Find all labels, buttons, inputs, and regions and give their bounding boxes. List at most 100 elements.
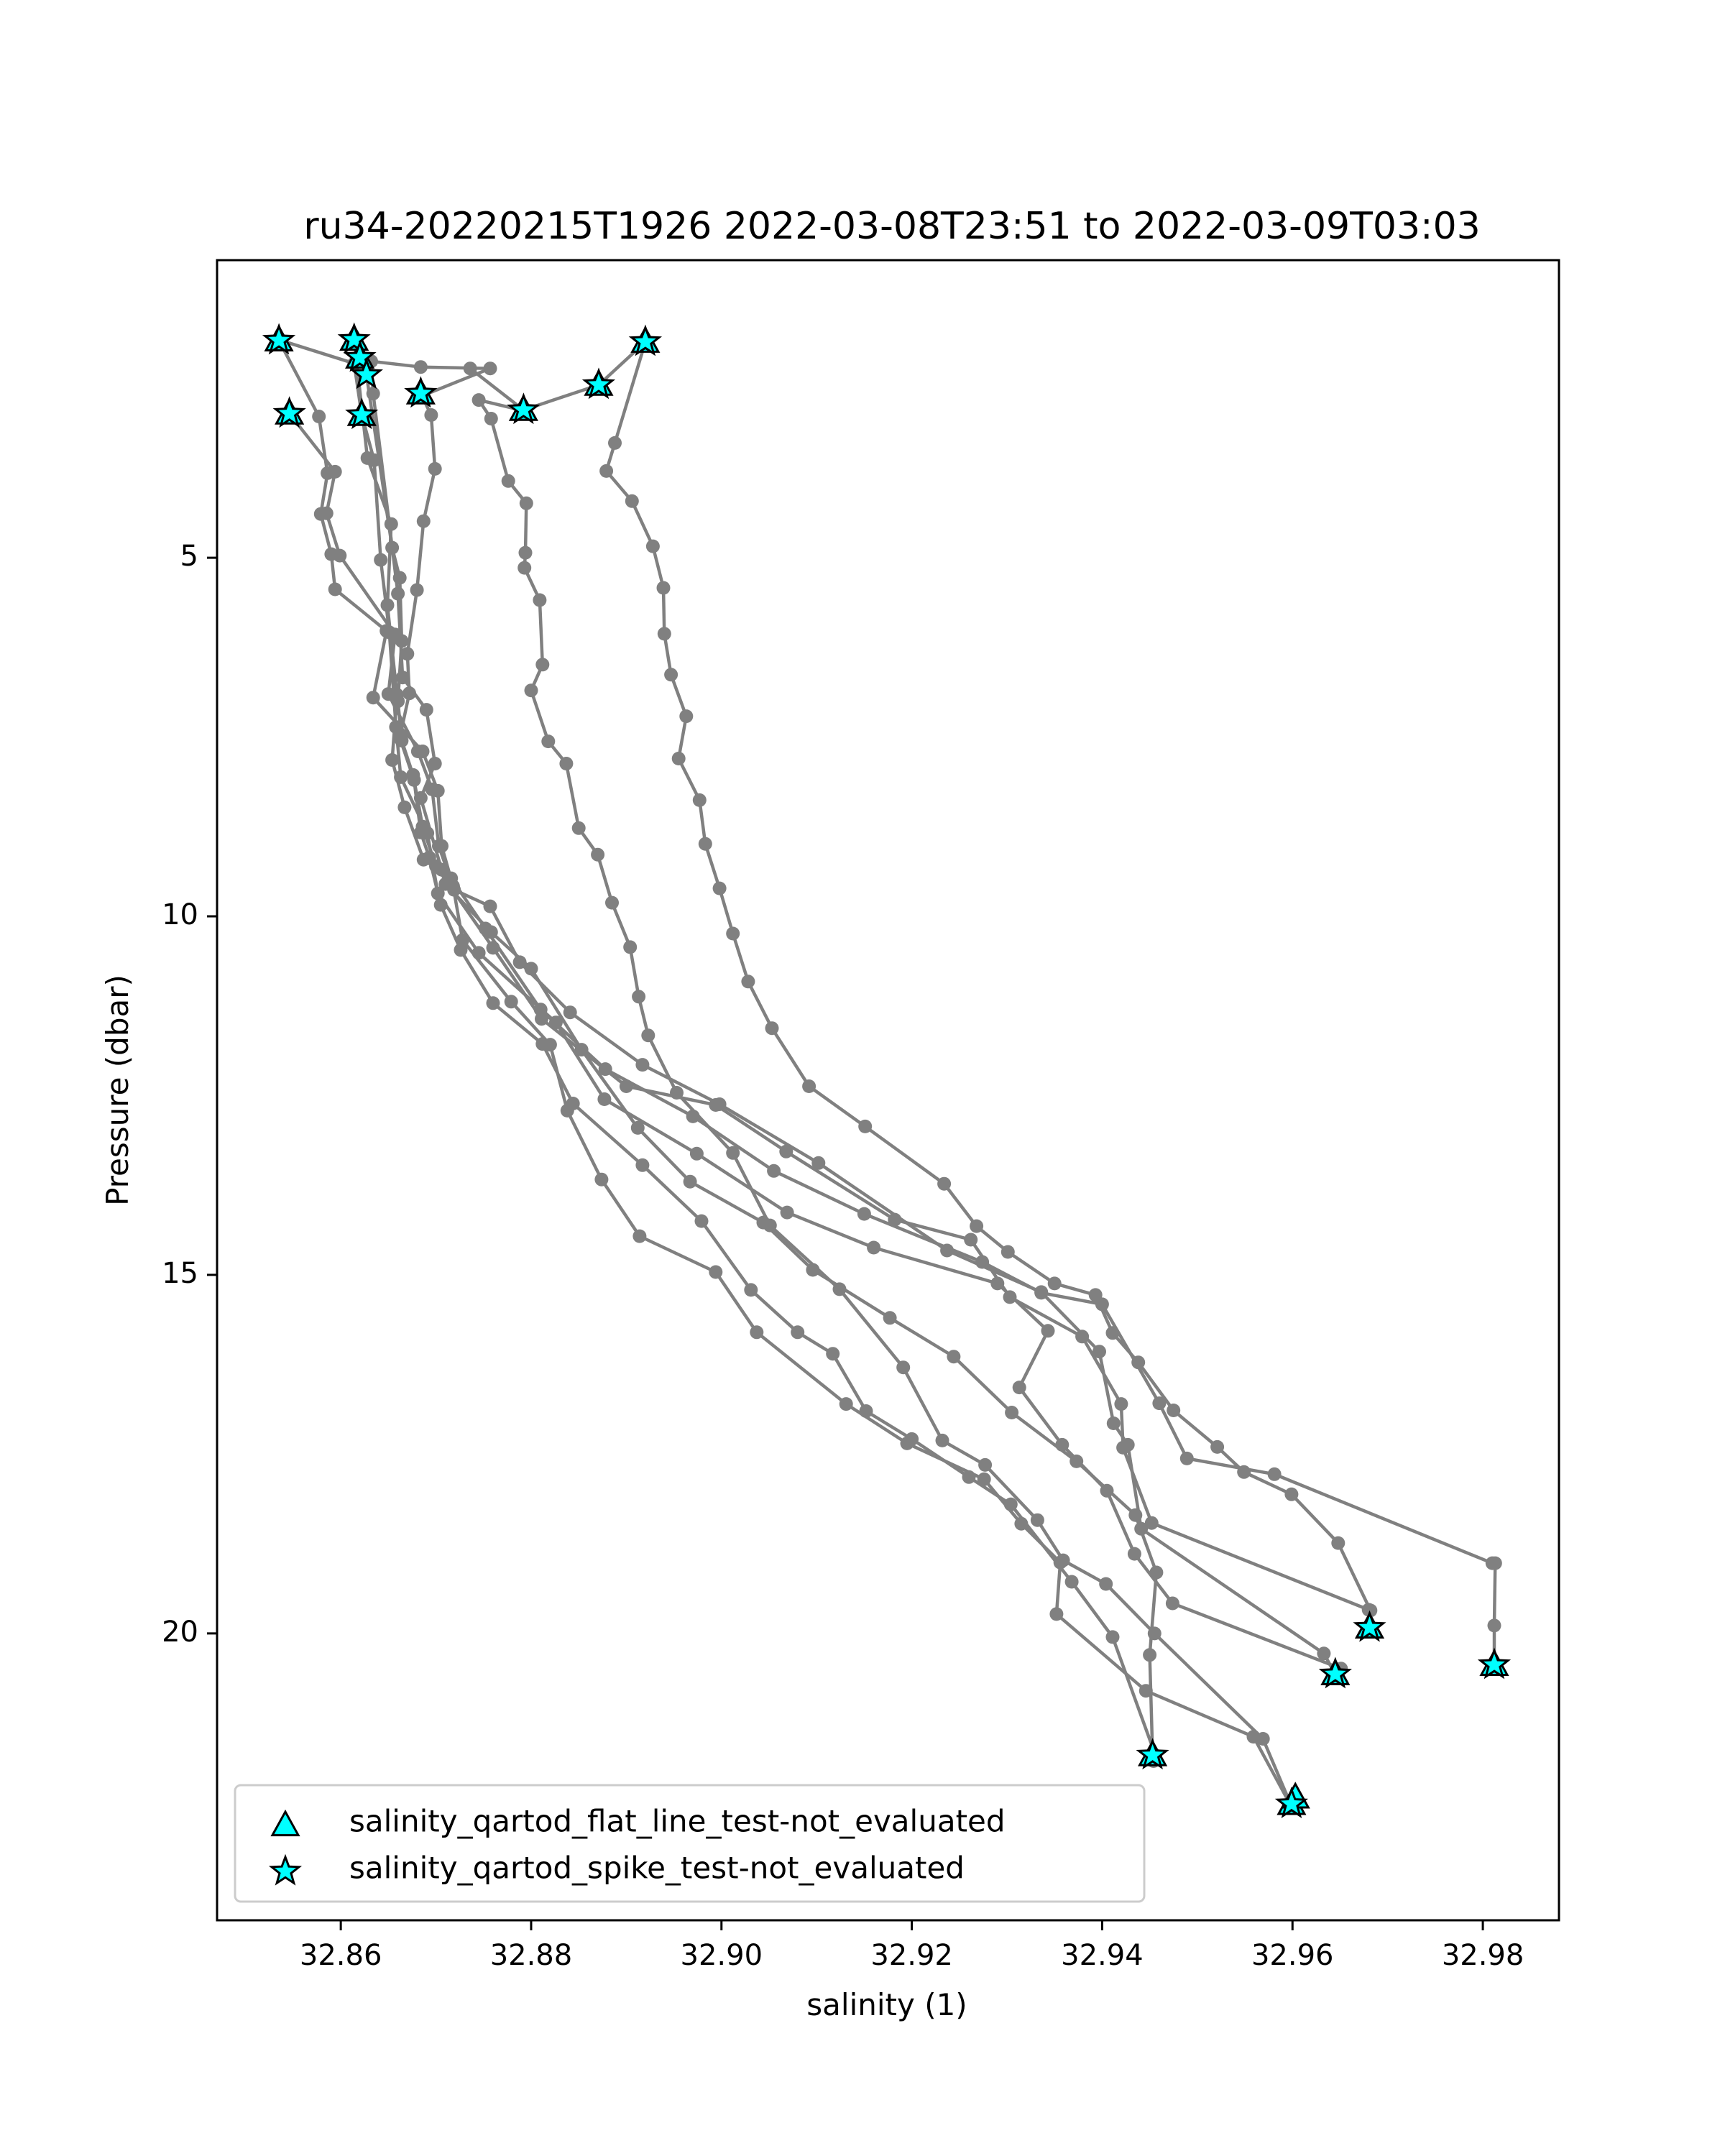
data-point	[692, 793, 707, 807]
star-flag-marker	[345, 397, 379, 430]
data-point	[698, 837, 712, 851]
data-point	[366, 691, 380, 705]
data-point	[630, 1120, 645, 1135]
data-point	[312, 410, 326, 423]
data-point	[484, 412, 498, 425]
x-tick-label: 32.96	[1251, 1939, 1334, 1972]
data-point	[454, 943, 468, 957]
data-point	[1099, 1577, 1113, 1591]
star-flag-marker	[1318, 1657, 1352, 1689]
data-point	[391, 694, 405, 709]
data-point	[402, 686, 416, 701]
star-flag-marker	[272, 396, 306, 428]
data-point	[518, 545, 533, 560]
data-point	[512, 955, 527, 969]
data-point	[1000, 1245, 1015, 1259]
data-point	[867, 1240, 881, 1255]
data-point	[1034, 1286, 1049, 1300]
data-point	[883, 1311, 897, 1325]
data-point	[990, 1276, 1005, 1291]
data-point	[765, 1021, 779, 1036]
data-point	[709, 1265, 723, 1279]
data-point	[518, 561, 532, 575]
data-point	[1131, 1355, 1146, 1370]
data-point	[1127, 1547, 1141, 1561]
x-tick-label: 32.90	[681, 1939, 763, 1972]
data-point	[1114, 1397, 1128, 1411]
data-point	[1179, 1451, 1194, 1465]
data-point	[319, 506, 334, 520]
star-flag-marker	[404, 376, 438, 408]
data-point	[1267, 1467, 1282, 1481]
x-tick-label: 32.94	[1061, 1939, 1144, 1972]
data-point	[632, 990, 646, 1004]
data-point	[826, 1347, 840, 1361]
data-point	[574, 1043, 589, 1057]
data-point	[333, 548, 347, 563]
data-point	[428, 461, 442, 476]
data-point	[360, 451, 374, 465]
data-point	[905, 1432, 919, 1446]
data-point	[395, 671, 410, 685]
data-point	[1143, 1648, 1157, 1662]
legend-label-flat-line: salinity_qartod_flat_line_test-not_evalu…	[349, 1804, 1006, 1839]
data-point	[599, 464, 614, 478]
star-flag-marker	[628, 324, 663, 356]
data-point	[483, 361, 497, 376]
data-point	[1075, 1330, 1090, 1344]
star-flag-marker	[581, 367, 616, 400]
data-point	[1047, 1276, 1062, 1291]
data-point	[1049, 1607, 1064, 1621]
data-point	[424, 408, 438, 422]
data-point	[438, 877, 453, 891]
data-point	[679, 709, 694, 724]
data-point	[1030, 1513, 1044, 1527]
data-point	[410, 583, 424, 597]
data-point	[1105, 1630, 1120, 1644]
data-point	[779, 1144, 794, 1158]
data-point	[385, 753, 400, 767]
plot-frame	[216, 259, 1560, 1922]
data-point	[1064, 1575, 1079, 1589]
data-point	[1116, 1440, 1131, 1455]
data-point	[519, 496, 533, 510]
data-point	[541, 734, 556, 749]
data-point	[726, 1146, 740, 1160]
y-tick-label: 15	[162, 1257, 198, 1290]
data-point	[397, 800, 412, 814]
data-point	[483, 899, 497, 913]
data-point	[407, 773, 421, 787]
data-point	[535, 658, 550, 672]
triangle-icon	[270, 1809, 300, 1837]
data-point	[839, 1397, 853, 1411]
data-point	[501, 474, 515, 488]
data-point	[1088, 1288, 1103, 1302]
data-point	[1144, 1516, 1159, 1530]
data-point	[657, 627, 671, 641]
data-point	[504, 995, 518, 1009]
data-point	[763, 1218, 777, 1233]
data-point	[591, 847, 605, 862]
data-point	[964, 1233, 978, 1247]
y-tick-label: 5	[180, 540, 198, 573]
data-point	[664, 668, 678, 682]
data-point	[670, 1086, 684, 1100]
legend: salinity_qartod_flat_line_test-not_evalu…	[234, 1784, 1146, 1903]
legend-star-marker	[268, 1853, 303, 1886]
data-point	[563, 1005, 577, 1020]
data-point	[422, 850, 436, 865]
data-point	[977, 1472, 991, 1486]
data-point	[780, 1205, 794, 1220]
data-point	[656, 581, 671, 595]
star-flag-marker	[1136, 1738, 1169, 1770]
star-flag-marker	[343, 340, 377, 372]
data-point	[608, 436, 622, 450]
data-point	[392, 731, 407, 745]
star-flag-marker	[349, 357, 383, 390]
data-point	[1105, 1326, 1120, 1340]
data-point	[1070, 1454, 1084, 1468]
data-point	[978, 1457, 993, 1472]
data-point	[694, 1214, 709, 1228]
data-point	[712, 881, 727, 895]
x-tick-label: 32.86	[300, 1939, 382, 1972]
